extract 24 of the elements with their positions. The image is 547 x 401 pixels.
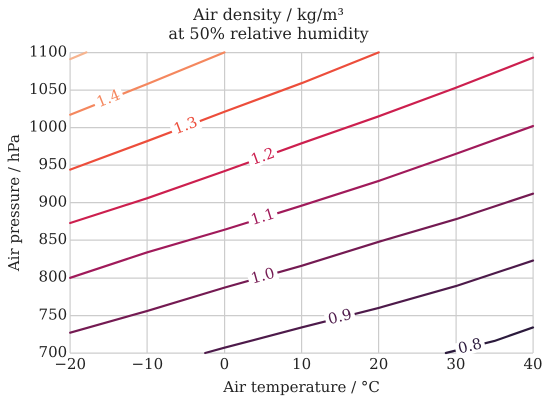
text: 0.8 [456,334,484,358]
x-tick-label: 20 [369,354,388,373]
x-tick-label: 10 [292,354,312,373]
x-tick-label: −10 [131,354,164,373]
x-tick-label: 0 [220,354,230,373]
text: 0.9 [326,304,354,328]
y-tick-label: 1000 [28,117,68,136]
y-tick-label: 800 [38,268,68,286]
x-axis-title: Air temperature / °C [222,378,380,396]
chart-title: Air density / kg/m³ [192,4,344,24]
y-axis-title: Air pressure / hPa [4,134,23,272]
text: 1.2 [248,144,277,169]
text: 1.3 [171,112,200,138]
text: 1.4 [94,86,123,112]
chart-subtitle: at 50% relative humidity [168,24,369,43]
y-tick-label: 900 [38,192,68,211]
x-tick-label: 40 [523,354,543,373]
text: 1.0 [248,264,277,288]
text: 1.1 [248,204,277,229]
y-tick-label: 850 [38,230,68,248]
y-tick-label: 750 [38,305,68,324]
y-tick-label: 1050 [28,80,68,98]
y-tick-label: 950 [38,155,68,174]
y-tick-label: 1100 [28,42,68,60]
